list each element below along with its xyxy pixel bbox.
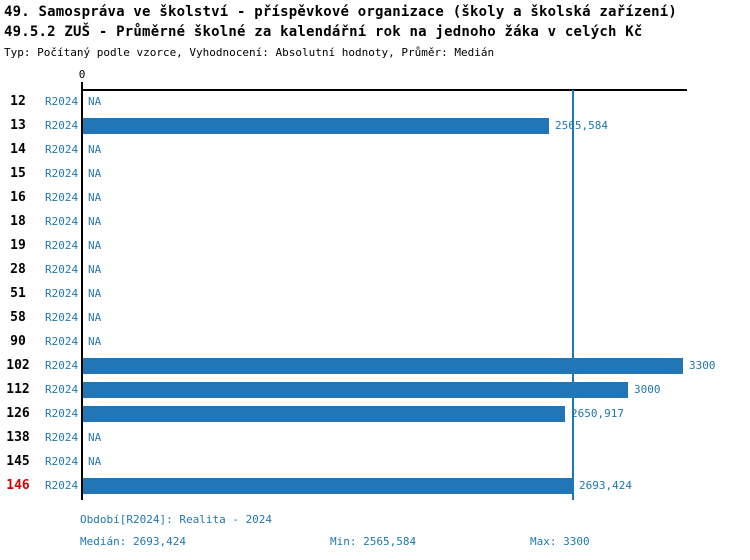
value-bar	[83, 118, 549, 134]
chart-row: 138 R2024 NA	[0, 426, 750, 450]
row-na-label: NA	[88, 431, 102, 444]
plot-top-border	[81, 89, 687, 91]
chart-row: 58 R2024 NA	[0, 306, 750, 330]
row-na-label: NA	[88, 455, 102, 468]
row-na-label: NA	[88, 263, 102, 276]
chart-row: 12 R2024 NA	[0, 90, 750, 114]
chart-row: 28 R2024 NA	[0, 258, 750, 282]
chart-title-line1: 49. Samospráva ve školství - příspěvkové…	[4, 4, 678, 20]
row-period-label: R2024	[45, 383, 79, 396]
row-id-label: 18	[10, 214, 26, 229]
chart-row: 112 R2024 3000	[0, 378, 750, 402]
row-id-label: 16	[10, 190, 26, 205]
row-period-label: R2024	[45, 335, 79, 348]
footer-max-label: Max: 3300	[530, 535, 590, 548]
row-na-label: NA	[88, 191, 102, 204]
y-axis-line	[81, 89, 83, 500]
row-period-label: R2024	[45, 431, 79, 444]
row-na-label: NA	[88, 311, 102, 324]
plot-rows: 12 R2024 NA 13 R2024 2565,584 14 R2024 NA 15 R2024…	[0, 90, 750, 498]
x-axis-zero-tick-label: 0	[78, 68, 86, 81]
row-period-label: R2024	[45, 215, 79, 228]
chart-subtitle: Typ: Počítaný podle vzorce, Vyhodnocení:…	[4, 46, 495, 59]
median-reference-line	[572, 90, 574, 500]
value-bar	[83, 478, 573, 494]
row-id-label: 14	[10, 142, 26, 157]
row-id-label: 19	[10, 238, 26, 253]
chart-row: 16 R2024 NA	[0, 186, 750, 210]
footer-period-label: Období[R2024]: Realita - 2024	[80, 513, 273, 526]
value-bar	[83, 406, 565, 422]
bar-value-label: 3300	[689, 359, 716, 372]
row-na-label: NA	[88, 167, 102, 180]
row-period-label: R2024	[45, 191, 79, 204]
row-period-label: R2024	[45, 359, 79, 372]
row-id-label: 126	[6, 406, 30, 421]
row-period-label: R2024	[45, 455, 79, 468]
row-period-label: R2024	[45, 95, 79, 108]
chart-row: 19 R2024 NA	[0, 234, 750, 258]
row-na-label: NA	[88, 143, 102, 156]
chart-row: 18 R2024 NA	[0, 210, 750, 234]
chart-row: 15 R2024 NA	[0, 162, 750, 186]
row-id-label: 90	[10, 334, 26, 349]
row-period-label: R2024	[45, 287, 79, 300]
chart-row: 145 R2024 NA	[0, 450, 750, 474]
row-period-label: R2024	[45, 263, 79, 276]
row-na-label: NA	[88, 239, 102, 252]
bar-value-label: 3000	[634, 383, 661, 396]
row-period-label: R2024	[45, 239, 79, 252]
row-id-label: 138	[6, 430, 30, 445]
row-na-label: NA	[88, 335, 102, 348]
row-na-label: NA	[88, 215, 102, 228]
row-id-label: 146	[6, 478, 30, 493]
chart-title-line2: 49.5.2 ZUŠ - Průměrné školné za kalendář…	[4, 24, 643, 40]
row-id-label: 13	[10, 118, 26, 133]
chart-row: 14 R2024 NA	[0, 138, 750, 162]
row-period-label: R2024	[45, 143, 79, 156]
chart-row: 13 R2024 2565,584	[0, 114, 750, 138]
row-period-label: R2024	[45, 407, 79, 420]
row-period-label: R2024	[45, 311, 79, 324]
chart-row: 102 R2024 3300	[0, 354, 750, 378]
row-na-label: NA	[88, 95, 102, 108]
bar-value-label: 2693,424	[579, 479, 632, 492]
bar-value-label: 2565,584	[555, 119, 608, 132]
row-id-label: 12	[10, 94, 26, 109]
footer-min-label: Min: 2565,584	[330, 535, 417, 548]
row-id-label: 112	[6, 382, 30, 397]
chart-row: 90 R2024 NA	[0, 330, 750, 354]
chart-row: 51 R2024 NA	[0, 282, 750, 306]
row-period-label: R2024	[45, 119, 79, 132]
footer-median-label: Medián: 2693,424	[80, 535, 186, 548]
bar-value-label: 2650,917	[571, 407, 624, 420]
row-period-label: R2024	[45, 479, 79, 492]
row-id-label: 51	[10, 286, 26, 301]
row-id-label: 28	[10, 262, 26, 277]
value-bar	[83, 382, 628, 398]
row-id-label: 58	[10, 310, 26, 325]
row-id-label: 145	[6, 454, 30, 469]
row-id-label: 102	[6, 358, 30, 373]
row-period-label: R2024	[45, 167, 79, 180]
chart-row: 146 R2024 2693,424	[0, 474, 750, 498]
row-id-label: 15	[10, 166, 26, 181]
chart-row: 126 R2024 2650,917	[0, 402, 750, 426]
row-na-label: NA	[88, 287, 102, 300]
x-axis-zero-tick-mark	[81, 82, 83, 90]
value-bar	[83, 358, 683, 374]
